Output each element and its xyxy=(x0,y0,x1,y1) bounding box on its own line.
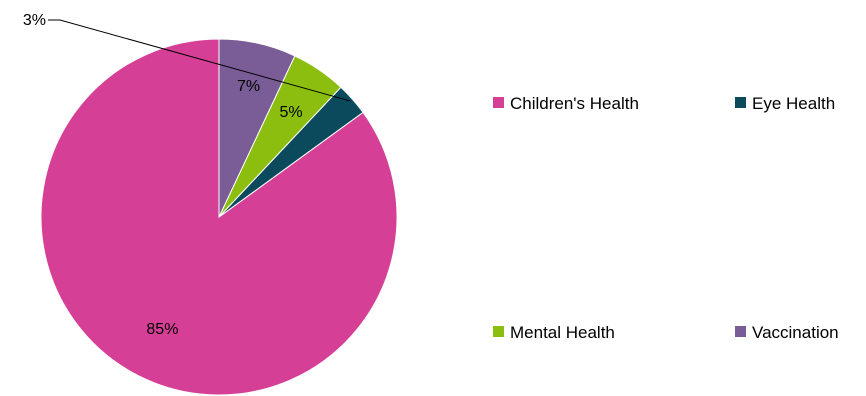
legend-label-vaccination: Vaccination xyxy=(752,323,839,342)
pie-slice-vaccination xyxy=(218,38,296,218)
legend-label-mental-health: Mental Health xyxy=(510,323,615,342)
legend-swatch-mental-health xyxy=(493,326,504,337)
legend-swatch-vaccination xyxy=(735,326,746,337)
legend: Children's Health Eye Health Mental Health… xyxy=(493,94,839,342)
legend-label-eye-health: Eye Health xyxy=(752,94,835,113)
data-label-children-s-health: 85% xyxy=(146,321,178,338)
leader-lines xyxy=(48,19,351,102)
pie-slice-children-s-health xyxy=(40,38,398,396)
slice-labels: 85% 3% 5% 7% xyxy=(23,12,303,338)
pie-slices xyxy=(40,38,398,396)
leader-line-eye-health xyxy=(48,19,351,102)
legend-label-children-s-health: Children's Health xyxy=(510,94,639,113)
legend-swatch-eye-health xyxy=(735,97,746,108)
data-label-vaccination: 7% xyxy=(237,78,260,95)
legend-swatch-children-s-health xyxy=(493,97,504,108)
data-label-mental-health: 5% xyxy=(279,104,302,121)
data-label-eye-health: 3% xyxy=(23,12,46,29)
